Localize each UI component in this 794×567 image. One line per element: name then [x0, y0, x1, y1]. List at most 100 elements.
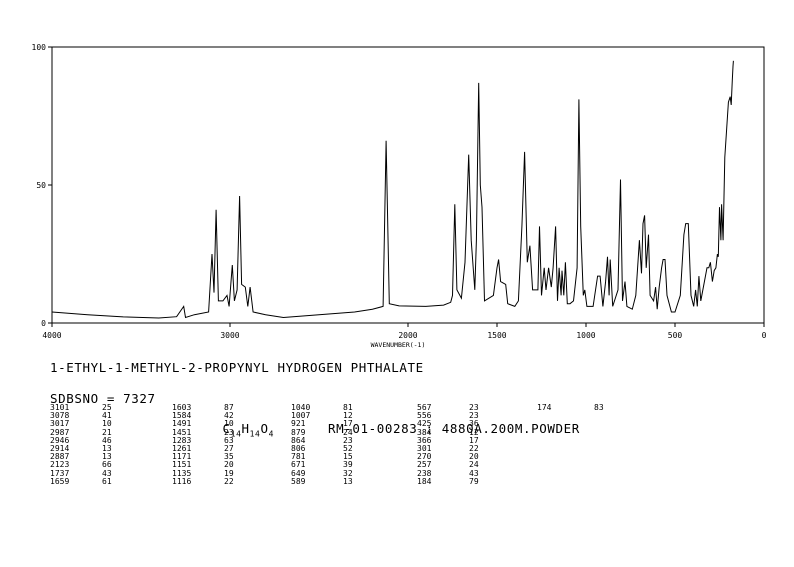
peak-transmittance: 66 — [102, 460, 112, 470]
peak-row: 1007 12 — [291, 411, 381, 421]
peak-transmittance: 13 — [343, 476, 353, 486]
peak-transmittance: 15 — [343, 452, 353, 462]
peak-row: 556 23 — [417, 411, 507, 421]
compound-title: 1-ETHYL-1-METHYL-2-PROPYNYL HYDROGEN PHT… — [50, 360, 424, 375]
peak-transmittance: 12 — [469, 427, 479, 437]
peak-wavenumber: 174 — [537, 403, 552, 412]
peak-transmittance: 43 — [102, 468, 112, 478]
peak-row: 1451 23 — [172, 428, 262, 437]
peak-row: 567 23 — [417, 403, 507, 412]
peak-wavenumber: 1283 — [172, 435, 192, 445]
peak-wavenumber: 1040 — [291, 403, 311, 412]
x-tick-label: 0 — [762, 331, 767, 340]
peak-transmittance: 20 — [469, 452, 479, 462]
peak-wavenumber: 301 — [417, 443, 432, 453]
peak-transmittance: 23 — [343, 435, 353, 445]
x-tick-label: 3000 — [220, 331, 239, 340]
peak-transmittance: 42 — [224, 411, 234, 421]
peak-wavenumber: 1261 — [172, 443, 192, 453]
peak-transmittance: 52 — [343, 443, 353, 453]
peak-row: 3078 41 — [50, 411, 140, 421]
x-tick-label: 2000 — [398, 331, 417, 340]
peak-row: 2987 21 — [50, 427, 140, 437]
peak-wavenumber: 384 — [417, 427, 432, 437]
peak-transmittance: 83 — [594, 403, 604, 412]
peak-row: 301 22 — [417, 443, 507, 453]
peak-column: 3101 25 3078 41 3017 10 2987 21 2946 46 2914 13 2887… — [50, 403, 140, 486]
x-tick-label: 1500 — [487, 331, 506, 340]
peak-row: 1171 35 — [172, 452, 262, 462]
peak-row: 384 12 — [417, 427, 507, 437]
peak-row: 1261 27 — [172, 443, 262, 453]
peak-wavenumber: 1584 — [172, 411, 192, 421]
peak-row: 1135 19 — [172, 468, 262, 478]
peak-transmittance: 63 — [224, 435, 234, 445]
peak-transmittance: 23 — [469, 403, 479, 412]
peak-wavenumber: 806 — [291, 443, 306, 453]
ir-spectrum-chart: 4000 3000 2000 1500 1000 500 0 0 50 100 WAVENUMBE… — [32, 43, 767, 349]
peak-transmittance: 21 — [102, 427, 112, 437]
peak-wavenumber: 270 — [417, 452, 432, 462]
plot-frame — [51, 46, 765, 324]
peak-row: 2946 46 — [50, 435, 140, 445]
peak-transmittance: 61 — [102, 476, 112, 486]
peak-row: 2123 66 — [50, 461, 140, 469]
peak-row: 589 13 — [291, 476, 381, 486]
peak-wavenumber: 2946 — [50, 435, 70, 445]
peak-wavenumber: 671 — [291, 460, 306, 470]
peak-wavenumber: 425 — [417, 419, 432, 429]
peak-row: 366 17 — [417, 435, 507, 445]
peak-wavenumber: 1151 — [172, 460, 192, 470]
x-tick-label: 4000 — [42, 331, 61, 340]
peak-wavenumber: 184 — [417, 476, 432, 486]
peak-wavenumber: 649 — [291, 468, 306, 478]
peak-row: 184 79 — [417, 476, 507, 486]
x-tick-label: 1000 — [576, 331, 595, 340]
peak-transmittance: 13 — [102, 443, 112, 453]
peak-wavenumber: 556 — [417, 411, 432, 421]
peak-row: 1116 22 — [172, 476, 262, 486]
peak-wavenumber: 1171 — [172, 452, 192, 462]
peak-transmittance: 46 — [102, 435, 112, 445]
peak-wavenumber: 864 — [291, 435, 306, 445]
peak-wavenumber: 366 — [417, 435, 432, 445]
peak-wavenumber: 2887 — [50, 452, 70, 462]
peak-wavenumber: 1659 — [50, 476, 70, 486]
peak-wavenumber: 589 — [291, 476, 306, 486]
peak-transmittance: 24 — [343, 427, 353, 437]
peak-row: 781 15 — [291, 452, 381, 462]
peak-wavenumber: 781 — [291, 452, 306, 462]
peak-transmittance: 27 — [224, 443, 234, 453]
peak-row: 257 24 — [417, 461, 507, 469]
peak-transmittance: 17 — [343, 419, 353, 429]
peak-transmittance: 81 — [343, 403, 353, 412]
peak-row: 1283 63 — [172, 435, 262, 445]
peak-wavenumber: 2987 — [50, 427, 70, 437]
peak-transmittance: 39 — [343, 460, 353, 470]
peak-row: 649 32 — [291, 468, 381, 478]
peak-wavenumber: 1007 — [291, 411, 311, 421]
peak-wavenumber: 1135 — [172, 468, 192, 478]
peak-transmittance: 22 — [469, 443, 479, 453]
peak-transmittance: 22 — [224, 476, 234, 486]
peak-row: 864 23 — [291, 435, 381, 445]
peak-row: 2914 13 — [50, 443, 140, 453]
peak-wavenumber: 567 — [417, 403, 432, 412]
peak-transmittance: 41 — [102, 411, 112, 421]
peak-column: 174 83 — [537, 403, 627, 412]
peak-wavenumber: 1116 — [172, 476, 192, 486]
spectrum-info-line: SDBSNO = 7327 C14H14O4 RM-01-00283 : 488… — [50, 376, 579, 439]
peak-transmittance: 35 — [224, 452, 234, 462]
peak-row: 921 17 — [291, 420, 381, 428]
peak-row: 2887 13 — [50, 452, 140, 462]
peak-transmittance: 12 — [343, 411, 353, 421]
axis-ticks — [48, 46, 765, 327]
peak-row: 1151 20 — [172, 461, 262, 469]
peak-row: 806 52 — [291, 443, 381, 453]
y-tick-label: 100 — [32, 43, 47, 52]
peak-row: 671 39 — [291, 461, 381, 469]
peak-row: 1491 10 — [172, 420, 262, 428]
x-axis-label: WAVENUMBER(-1) — [371, 341, 426, 349]
peak-row: 879 24 — [291, 427, 381, 437]
peak-column: 1603 87 1584 42 1491 10 1451 23 1283 63 1261 27 1171… — [172, 403, 262, 486]
